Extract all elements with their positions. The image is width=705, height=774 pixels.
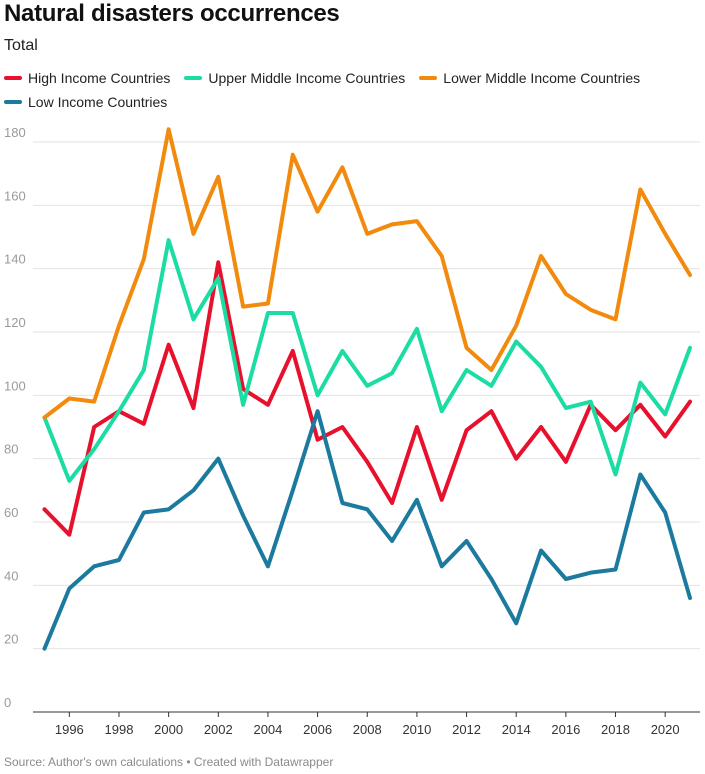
legend-label: Upper Middle Income Countries bbox=[208, 70, 406, 86]
x-tick-label: 2002 bbox=[204, 722, 233, 737]
x-tick-label: 2010 bbox=[402, 722, 431, 737]
x-tick-label: 2000 bbox=[154, 722, 183, 737]
legend-swatch bbox=[4, 100, 22, 104]
series-lower-middle-income-countries bbox=[42, 127, 692, 420]
legend-label: Low Income Countries bbox=[28, 94, 168, 110]
legend-swatch bbox=[419, 76, 438, 80]
x-tick-label: 2020 bbox=[651, 722, 680, 737]
x-tick-label: 2018 bbox=[601, 722, 630, 737]
legend-swatch bbox=[4, 76, 22, 80]
y-tick-label: 40 bbox=[4, 568, 18, 583]
legend-swatch bbox=[184, 76, 203, 80]
x-tick-label: 2008 bbox=[353, 722, 382, 737]
x-axis: 1996 1998 2000 2002 2004 2006 2008 2010 2012 2014… bbox=[55, 712, 680, 737]
series-line bbox=[42, 409, 692, 651]
legend-label: Lower Middle Income Countries bbox=[443, 70, 641, 86]
chart-subtitle: Total bbox=[4, 37, 38, 54]
legend-item-lower-middle-income-countries: Lower Middle Income Countries bbox=[419, 68, 640, 88]
x-tick-label: 2014 bbox=[502, 722, 531, 737]
x-tick-label: 2016 bbox=[551, 722, 580, 737]
y-tick-label: 20 bbox=[4, 632, 18, 647]
y-tick-label: 60 bbox=[4, 505, 18, 520]
legend-item-upper-middle-income-countries: Upper Middle Income Countries bbox=[184, 68, 405, 88]
series-line bbox=[42, 238, 692, 483]
x-tick-label: 2006 bbox=[303, 722, 332, 737]
chart-legend: High Income Countries Upper Middle Income… bbox=[4, 68, 694, 112]
source-note: Source: Author's own calculations • Crea… bbox=[4, 755, 334, 769]
x-tick-label: 1998 bbox=[105, 722, 134, 737]
y-tick-label: 100 bbox=[4, 378, 26, 393]
series-line bbox=[42, 127, 692, 420]
y-axis: 0 20 40 60 80 100 120 140 160 180 bbox=[4, 125, 26, 710]
legend-label: High Income Countries bbox=[28, 70, 171, 86]
y-tick-label: 0 bbox=[4, 695, 11, 710]
x-tick-label: 1996 bbox=[55, 722, 84, 737]
legend-item-low-income-countries: Low Income Countries bbox=[4, 92, 167, 112]
series-lines bbox=[42, 127, 692, 651]
chart-title: Natural disasters occurrences bbox=[4, 0, 340, 27]
legend-item-high-income-countries: High Income Countries bbox=[4, 68, 170, 88]
series-high-income-countries bbox=[42, 260, 692, 537]
y-tick-label: 160 bbox=[4, 188, 26, 203]
x-tick-label: 2012 bbox=[452, 722, 481, 737]
y-tick-label: 80 bbox=[4, 442, 18, 457]
series-line bbox=[42, 260, 692, 537]
series-upper-middle-income-countries bbox=[42, 238, 692, 483]
y-tick-label: 120 bbox=[4, 315, 26, 330]
x-tick-label: 2004 bbox=[253, 722, 282, 737]
y-tick-label: 180 bbox=[4, 125, 26, 140]
line-chart: 0 20 40 60 80 100 120 140 160 180 1996 1998 2000 200… bbox=[4, 125, 700, 737]
series-low-income-countries bbox=[42, 409, 692, 651]
y-tick-label: 140 bbox=[4, 252, 26, 267]
